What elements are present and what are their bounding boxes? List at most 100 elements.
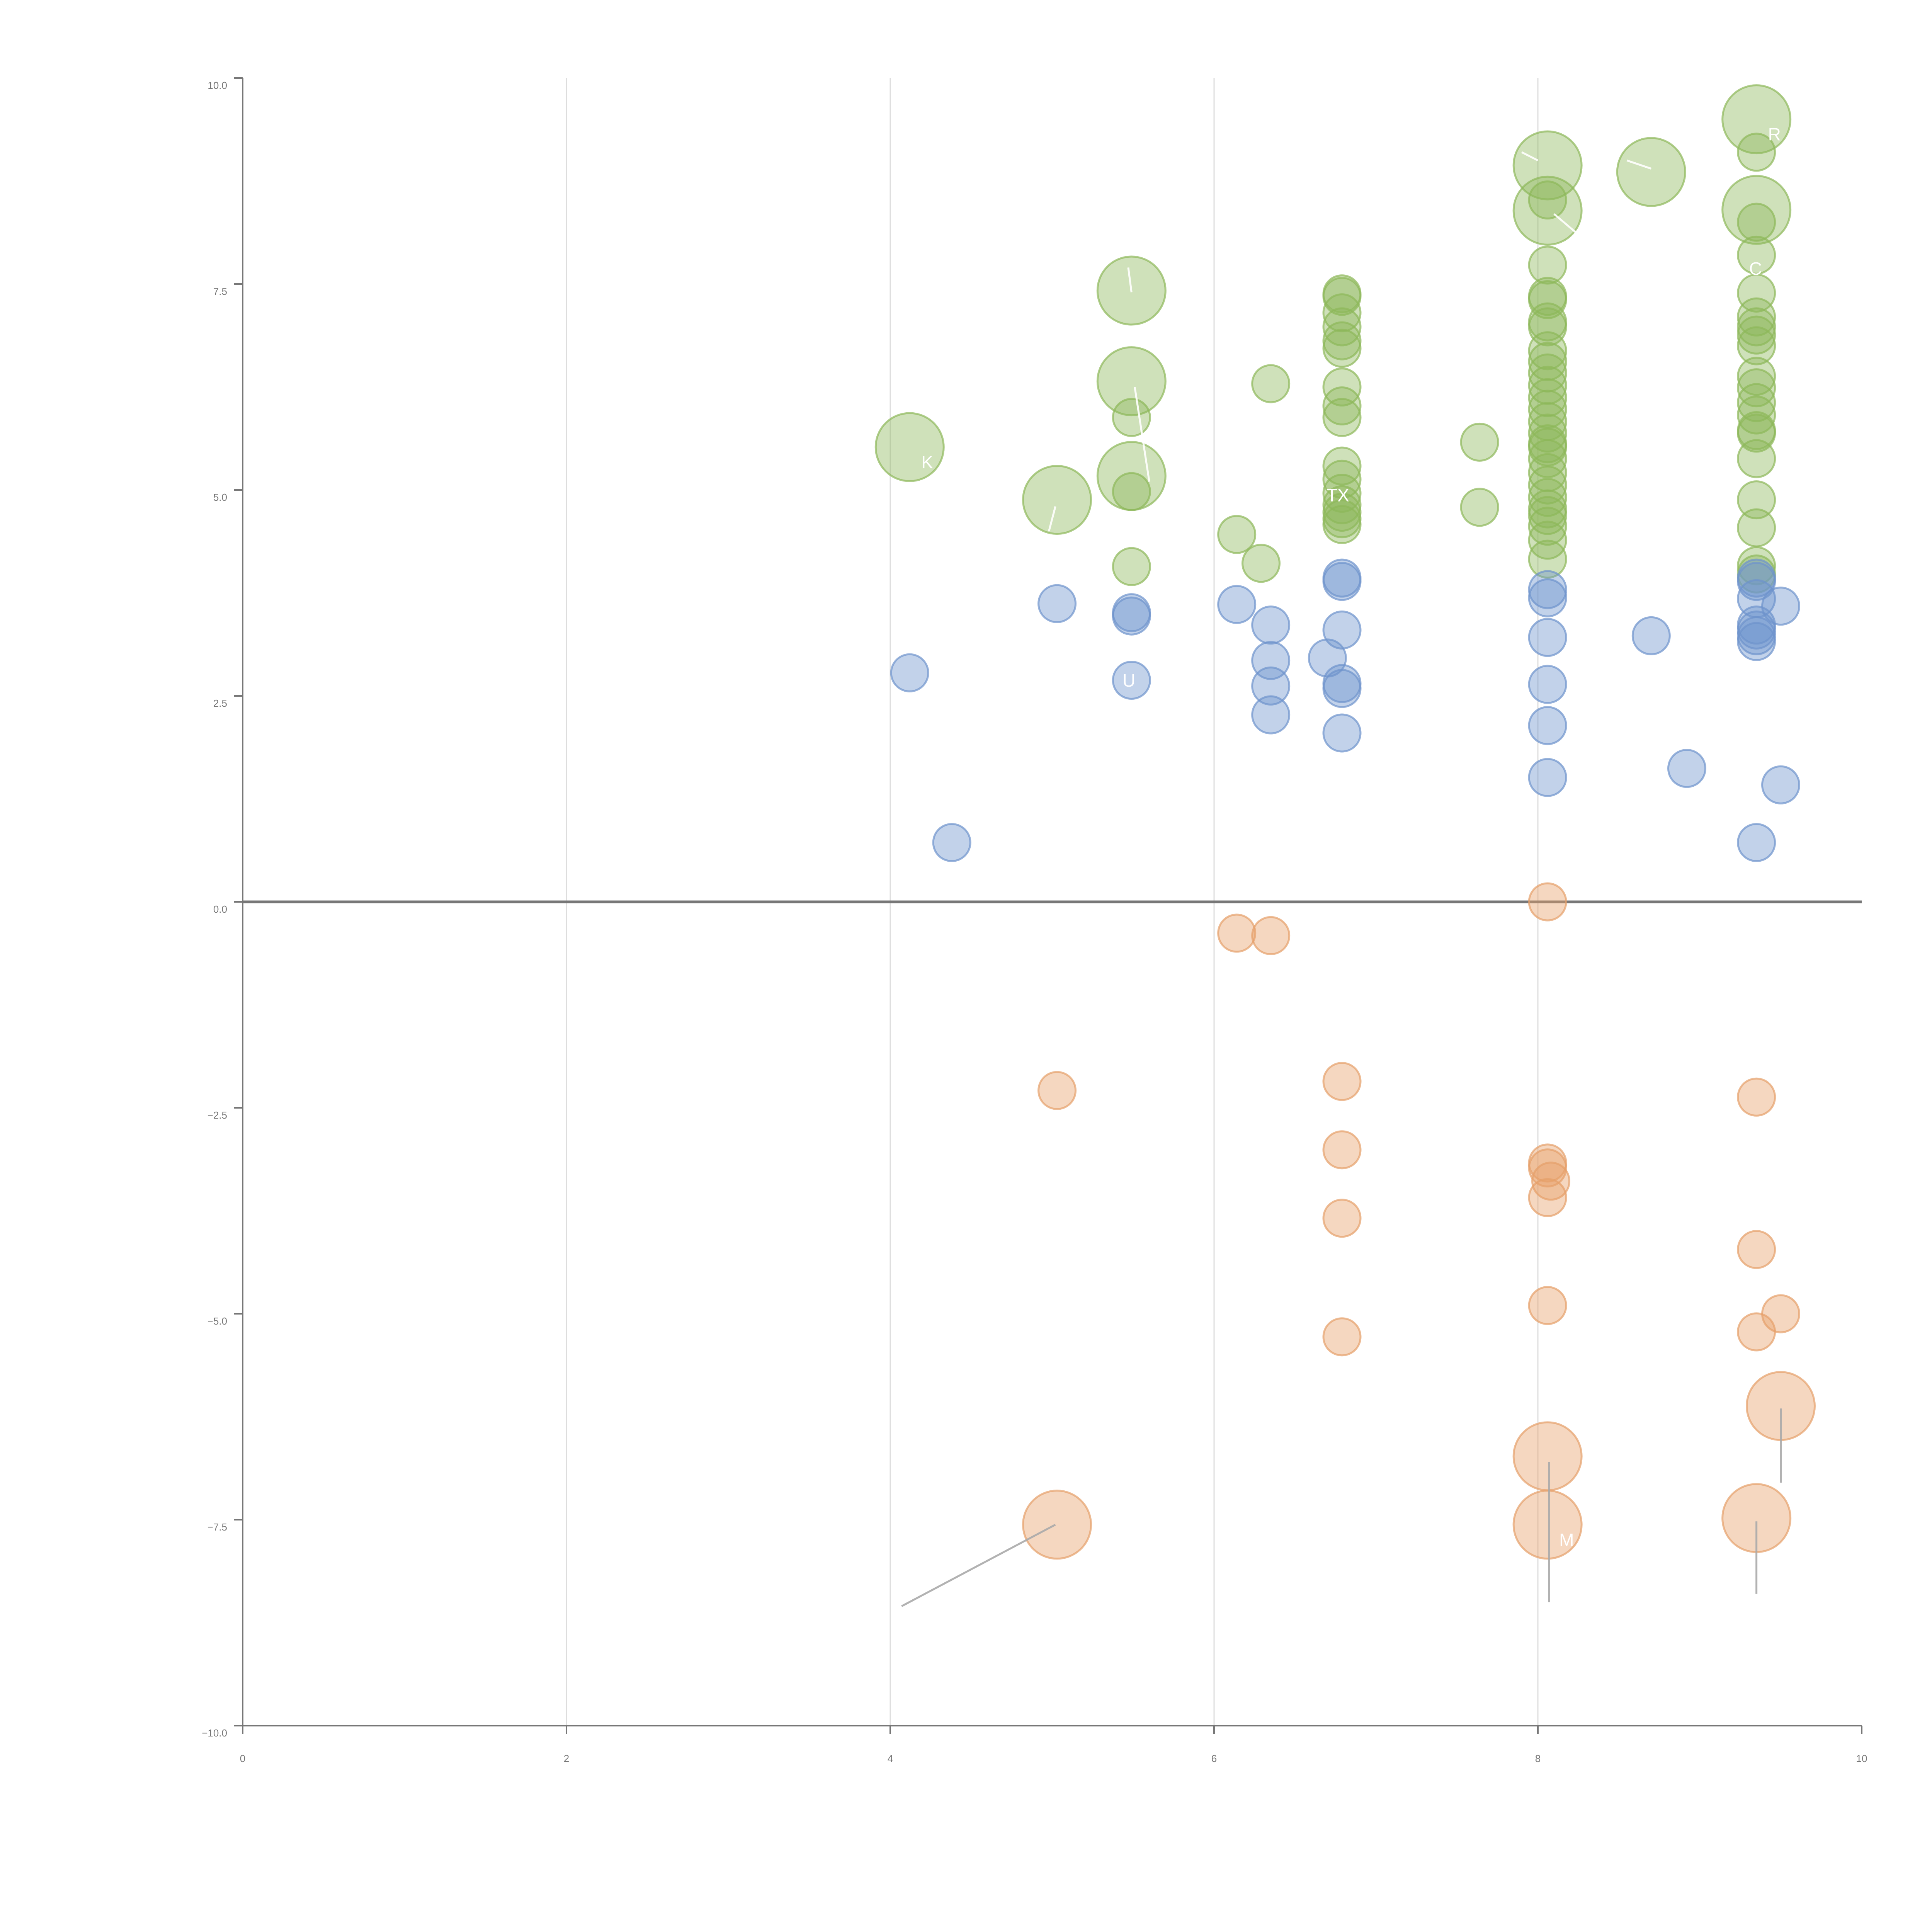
green-bubble bbox=[1528, 280, 1567, 320]
orange-bubble bbox=[1322, 1199, 1362, 1238]
blue-bubble bbox=[1322, 562, 1362, 601]
blue-bubble bbox=[1217, 585, 1257, 624]
x-tick-label: 0 bbox=[240, 1753, 245, 1764]
bubble-points bbox=[874, 84, 1816, 1560]
y-tick-label: −2.5 bbox=[207, 1109, 227, 1121]
orange-bubble bbox=[1322, 1317, 1362, 1357]
leader-line bbox=[1521, 151, 1539, 162]
blue-bubble bbox=[1251, 666, 1291, 706]
green-bubble bbox=[1460, 422, 1499, 462]
x-tick-label: 6 bbox=[1211, 1753, 1217, 1764]
blue-bubble bbox=[1322, 610, 1362, 650]
leader-line bbox=[1626, 159, 1652, 170]
y-tick-label: 10.0 bbox=[207, 80, 227, 91]
orange-bubble bbox=[1528, 882, 1567, 922]
blue-bubble bbox=[1112, 596, 1151, 636]
y-tick-label: 2.5 bbox=[213, 697, 227, 709]
leader-line bbox=[1553, 213, 1579, 235]
orange-bubble bbox=[1512, 1490, 1583, 1560]
orange-bubble bbox=[1022, 1490, 1092, 1560]
y-tick-label: 7.5 bbox=[213, 286, 227, 297]
blue-bubble bbox=[1528, 618, 1567, 657]
series-orange bbox=[1022, 882, 1816, 1560]
orange-bubble bbox=[1761, 1294, 1800, 1333]
green-bubble bbox=[1528, 507, 1567, 546]
green-bubble bbox=[1217, 515, 1257, 554]
y-tick-label: 0.0 bbox=[213, 903, 227, 915]
y-tick-label: −10.0 bbox=[202, 1727, 227, 1739]
orange-bubble bbox=[1528, 1148, 1567, 1188]
green-bubble bbox=[1616, 137, 1686, 207]
green-bubble bbox=[1528, 465, 1567, 505]
blue-bubble bbox=[1761, 587, 1800, 626]
y-tick-label: −7.5 bbox=[207, 1521, 227, 1533]
blue-bubble bbox=[1251, 695, 1291, 735]
green-bubble bbox=[1512, 130, 1583, 201]
green-bubble bbox=[1737, 133, 1776, 172]
green-bubble bbox=[1022, 465, 1092, 535]
green-bubble bbox=[1322, 398, 1362, 437]
green-bubble bbox=[1737, 315, 1776, 355]
orange-bubble bbox=[1737, 1077, 1776, 1117]
green-bubble bbox=[1528, 539, 1567, 579]
x-tick-label: 8 bbox=[1535, 1753, 1541, 1764]
green-bubble bbox=[1737, 439, 1776, 478]
series-blue bbox=[890, 558, 1800, 862]
y-tick-label: 5.0 bbox=[213, 492, 227, 503]
point-labels: K R M TX U C B bbox=[921, 124, 1781, 1550]
x-tick-label: 10 bbox=[1856, 1753, 1867, 1764]
green-bubble bbox=[1322, 328, 1362, 368]
green-bubble bbox=[1528, 180, 1567, 220]
point-label: M bbox=[1559, 1530, 1574, 1550]
point-label: K bbox=[921, 452, 933, 472]
blue-bubble bbox=[1737, 622, 1776, 661]
blue-bubble bbox=[1761, 765, 1800, 804]
blue-bubble bbox=[1528, 578, 1567, 617]
orange-bubble bbox=[1528, 1286, 1567, 1325]
green-bubble bbox=[1737, 383, 1776, 422]
orange-bubble bbox=[1251, 916, 1291, 955]
green-bubble bbox=[1528, 245, 1567, 285]
blue-bubble bbox=[1037, 584, 1077, 623]
green-bubble bbox=[1737, 368, 1776, 408]
green-bubble bbox=[1112, 472, 1151, 511]
green-bubble bbox=[1322, 307, 1362, 347]
blue-bubble bbox=[1528, 665, 1567, 704]
green-bubble bbox=[1737, 326, 1776, 366]
green-bubble bbox=[1737, 508, 1776, 548]
annotation-label: B bbox=[1190, 798, 1202, 818]
green-bubble bbox=[1322, 446, 1362, 486]
y-tick-label: −5.0 bbox=[207, 1315, 227, 1327]
annotation-label: U bbox=[1122, 670, 1135, 690]
green-bubble bbox=[1528, 307, 1567, 347]
x-tick-label: 4 bbox=[888, 1753, 893, 1764]
series-green bbox=[874, 84, 1792, 594]
green-bubble bbox=[1322, 293, 1362, 333]
green-bubble bbox=[1737, 202, 1776, 242]
blue-bubble bbox=[1251, 605, 1291, 645]
green-bubble bbox=[1251, 364, 1291, 403]
green-bubble bbox=[1460, 488, 1499, 527]
blue-bubble bbox=[890, 653, 929, 692]
annotation-label: TX bbox=[1327, 485, 1349, 505]
blue-bubble bbox=[1528, 706, 1567, 745]
blue-bubble bbox=[1667, 749, 1706, 788]
blue-bubble bbox=[1322, 713, 1362, 753]
green-bubble bbox=[1322, 277, 1362, 316]
green-bubble bbox=[1112, 547, 1151, 586]
orange-bubble bbox=[1217, 913, 1257, 953]
orange-bubble bbox=[1512, 1421, 1583, 1492]
green-bubble bbox=[1721, 175, 1792, 245]
blue-bubble bbox=[1322, 669, 1362, 708]
green-bubble bbox=[1112, 398, 1151, 437]
blue-bubble bbox=[932, 823, 971, 862]
green-bubble bbox=[874, 412, 945, 482]
x-tick-label: 2 bbox=[564, 1753, 569, 1764]
green-bubble bbox=[1737, 546, 1776, 585]
blue-bubble bbox=[1112, 660, 1151, 700]
blue-bubble bbox=[1528, 570, 1567, 609]
orange-bubble bbox=[1037, 1071, 1077, 1110]
green-bubble bbox=[1528, 378, 1567, 417]
orange-bubble bbox=[1322, 1130, 1362, 1170]
